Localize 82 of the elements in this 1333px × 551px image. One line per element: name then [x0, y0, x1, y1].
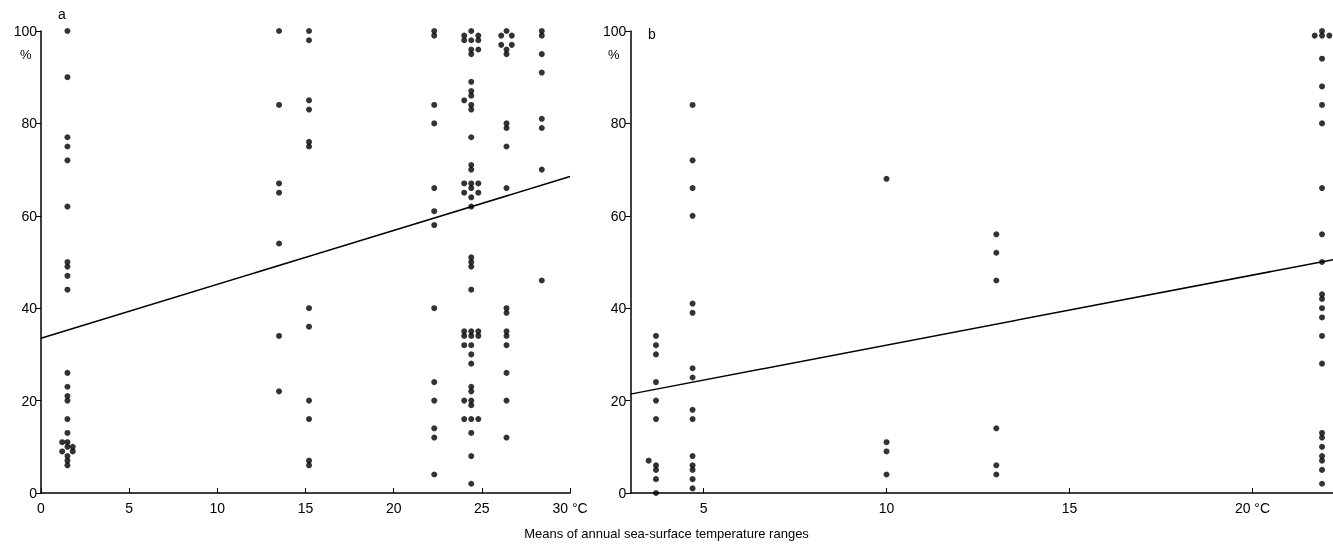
point — [689, 185, 696, 192]
y-tick-label: 40 — [610, 300, 627, 317]
y-tick-label: 20 — [21, 392, 38, 409]
point — [689, 101, 696, 108]
x-tick-label: 30 °C — [552, 500, 588, 516]
point — [689, 365, 696, 372]
x-tick-label: 15 — [297, 500, 314, 516]
point — [652, 416, 659, 423]
point — [689, 212, 696, 219]
point — [1319, 314, 1326, 321]
y-axis-title: % — [608, 47, 620, 62]
point — [1319, 443, 1326, 450]
point — [1319, 480, 1326, 487]
point — [1319, 55, 1326, 62]
point — [689, 157, 696, 164]
point — [1319, 305, 1326, 312]
point — [1319, 185, 1326, 192]
point — [652, 397, 659, 404]
point — [883, 471, 890, 478]
x-tick-label: 15 — [1061, 500, 1078, 516]
point — [1319, 259, 1326, 265]
point — [645, 457, 652, 464]
point — [689, 406, 696, 413]
y-tick-label: 20 — [610, 392, 627, 409]
y-tick-label: 60 — [21, 207, 38, 224]
point — [689, 476, 696, 483]
point — [993, 249, 1000, 256]
point — [1319, 360, 1326, 367]
y-axis-title: % — [20, 47, 32, 62]
x-tick-label: 10 — [209, 500, 226, 516]
point — [689, 453, 696, 460]
point — [652, 351, 659, 358]
point — [689, 300, 696, 307]
point — [993, 425, 1000, 432]
point — [1319, 231, 1326, 238]
point — [1319, 466, 1326, 473]
x-tick-label: 5 — [125, 500, 134, 516]
y-tick-label: 0 — [29, 485, 38, 501]
point — [689, 416, 696, 423]
point — [1326, 32, 1333, 39]
point — [1319, 295, 1326, 302]
point — [652, 476, 659, 483]
point — [1311, 32, 1318, 39]
point — [1319, 457, 1326, 464]
point — [652, 332, 659, 339]
point — [993, 231, 1000, 238]
point — [689, 309, 696, 316]
point — [1319, 83, 1326, 90]
y-tick-label: 80 — [610, 115, 627, 132]
x-tick-label: 20 °C — [1234, 500, 1271, 516]
point — [689, 485, 696, 492]
point — [1319, 332, 1326, 339]
point — [689, 466, 696, 473]
point — [993, 462, 1000, 469]
point — [652, 490, 659, 496]
x-tick-label: 20 — [385, 500, 402, 516]
chart-title: a — [58, 6, 66, 22]
point — [883, 439, 890, 446]
y-tick-label: 0 — [618, 485, 627, 501]
point — [1319, 120, 1326, 127]
point — [1319, 453, 1326, 460]
point — [883, 175, 890, 182]
point — [689, 374, 696, 381]
y-tick-label: 100 — [603, 23, 627, 39]
point — [652, 342, 659, 349]
chart-title: b — [648, 26, 656, 42]
y-tick-label: 60 — [610, 207, 627, 224]
point — [1319, 101, 1326, 108]
point — [652, 379, 659, 386]
point — [1319, 434, 1326, 441]
point — [883, 448, 890, 455]
x-tick-label: 5 — [699, 500, 708, 516]
point — [1319, 28, 1326, 34]
y-tick-label: 40 — [21, 300, 38, 317]
point — [652, 466, 659, 473]
y-tick-label: 100 — [13, 23, 38, 39]
x-axis-title: Means of annual sea-surface temperature ranges — [523, 526, 810, 541]
y-tick-label: 80 — [21, 115, 38, 132]
x-tick-label: 10 — [878, 500, 895, 516]
x-tick-label: 25 — [474, 500, 490, 516]
point — [1319, 32, 1326, 39]
point — [1319, 429, 1326, 436]
